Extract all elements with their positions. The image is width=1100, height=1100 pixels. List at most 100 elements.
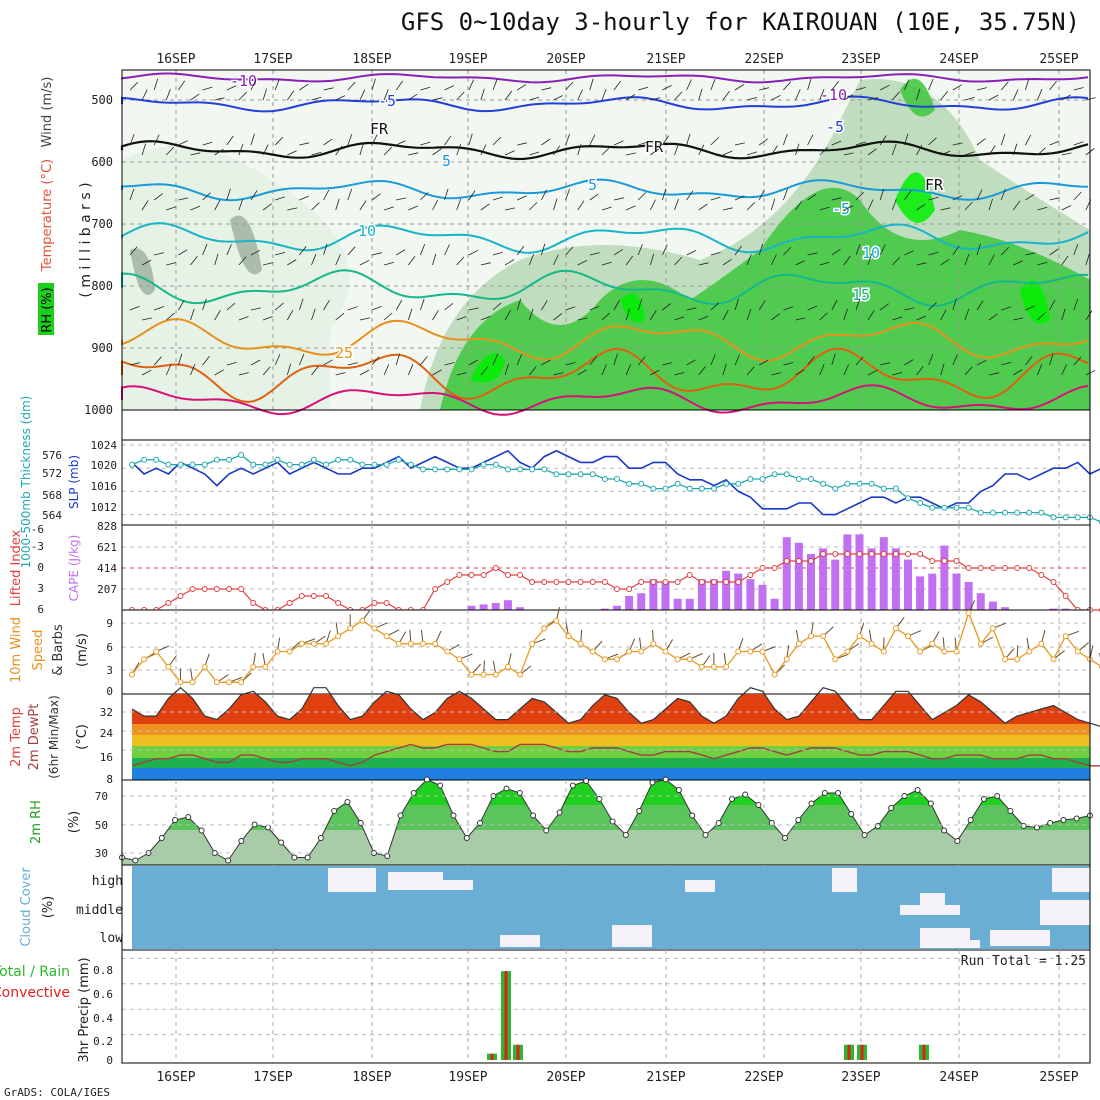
contour-label: 10 (358, 222, 376, 240)
wind-speed-line-marker (226, 679, 232, 686)
rh-shade-6 (1020, 280, 1050, 324)
wind-barb (1037, 206, 1048, 211)
date-label-bottom: 17SEP (253, 1070, 292, 1085)
temp-label-a: 2m Temp (9, 707, 24, 767)
thickness-line-marker (383, 461, 390, 468)
wind-barb (129, 82, 138, 91)
wind-barb (952, 84, 963, 91)
wind-barb (674, 143, 679, 156)
wind-barb (1000, 247, 1010, 256)
thickness-line-marker (674, 480, 681, 487)
wind-tick: 6 (106, 641, 113, 654)
lifted-index-line-marker (614, 586, 620, 592)
rh-marker (1034, 824, 1040, 831)
thickness-line-marker (1026, 509, 1033, 516)
wind-barb (831, 248, 841, 256)
cloud-label: Cloud Cover (19, 867, 34, 947)
lifted-index-line-marker (747, 572, 754, 578)
lifted-index-line-marker (905, 551, 911, 557)
wind-barb (553, 313, 563, 321)
rh-marker (530, 812, 537, 819)
temp-tick: 24 (100, 727, 114, 740)
wind-barb (468, 79, 475, 91)
cloud-level-label: high (92, 874, 123, 889)
rh-marker (914, 787, 921, 793)
wind-barb (371, 134, 378, 146)
cape-tick: 207 (97, 583, 117, 596)
temp-label-b: 2m DewPt (27, 704, 42, 771)
lifted-index-line-marker (1062, 593, 1069, 599)
wind-barb (940, 309, 947, 321)
rh-marker (450, 812, 457, 819)
wind-barb (263, 262, 273, 266)
wind-barb (456, 372, 467, 376)
wind-barb (686, 79, 692, 91)
wind-barb (879, 135, 887, 146)
wind-barb (420, 86, 431, 91)
wind-barb (214, 148, 224, 156)
run-total-label: Run Total = 1.25 (961, 954, 1086, 969)
wind-barb (698, 262, 709, 266)
temp-line (131, 686, 1100, 727)
wind-barb (166, 146, 175, 156)
lifted-index-line-marker (189, 586, 196, 592)
cape-bar (479, 604, 488, 610)
wind-barb (807, 252, 818, 256)
thickness-line-marker (686, 485, 693, 492)
wind-barb (988, 145, 996, 156)
wind-barb (855, 141, 866, 146)
thickness-line-marker (614, 476, 620, 482)
wind-barb (613, 299, 620, 311)
lifted-index-line-marker (165, 600, 172, 606)
wind-speed-line-marker (189, 679, 196, 686)
wind-barb (153, 134, 160, 146)
thickness-line-marker (735, 480, 742, 487)
thickness-line-marker (323, 461, 329, 468)
wind-barb (613, 197, 624, 201)
wind-barb (202, 192, 211, 201)
wind-speed-line-marker (565, 633, 572, 640)
rh2m-label: 2m RH (29, 800, 44, 844)
lifted-index-line-marker (771, 565, 778, 571)
wind-barb (226, 244, 232, 256)
wind-barb (359, 317, 370, 321)
lifted-index-line (132, 553, 1100, 611)
wind-barb (541, 243, 546, 256)
precip-bar-convective (860, 1044, 864, 1060)
thickness-line-marker (650, 485, 657, 492)
thickness-line-marker (371, 461, 378, 468)
wind-barb (783, 362, 794, 366)
precip-tick: 0.2 (93, 1035, 113, 1048)
temp-label-c: (6hr Min/Max) (47, 695, 61, 779)
thickness-line-marker (310, 456, 317, 463)
thickness-line-marker (359, 461, 366, 468)
cloud-patch (1040, 900, 1090, 925)
wind-barb (541, 300, 548, 311)
wind-barb (601, 261, 612, 266)
contour-label: -5 (378, 92, 396, 110)
wind-barb (988, 254, 995, 266)
wind-barb (710, 79, 716, 91)
thickness-line-marker (153, 456, 160, 463)
wind-speed-line-marker (601, 656, 608, 663)
wind-barb (698, 144, 705, 156)
wind-barb (141, 200, 149, 211)
wind-barb (613, 80, 622, 91)
wind-barb (214, 309, 221, 321)
wind-barb (299, 354, 305, 366)
thickness-line-marker (577, 471, 584, 478)
wind-barb (250, 79, 257, 91)
wind-barb (880, 84, 890, 91)
wind-barb (383, 262, 395, 266)
wind-barb (843, 255, 851, 266)
wind-barb (637, 192, 647, 201)
temp-band (132, 746, 1090, 758)
wind-barb (952, 245, 960, 256)
lifted-index-line-marker (820, 551, 827, 557)
wind-barb (371, 306, 382, 311)
wind-barb (468, 359, 479, 366)
wind-barb (686, 190, 694, 201)
wind-barb (855, 298, 861, 311)
wind-barb (1000, 188, 1006, 201)
wind-barb (1061, 205, 1072, 211)
